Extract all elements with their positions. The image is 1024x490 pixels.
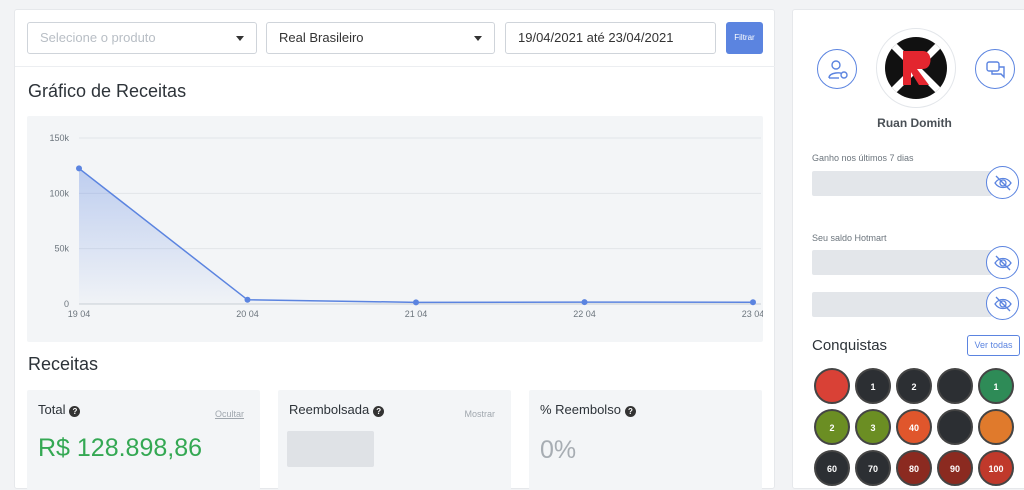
achievement-badge-label: 1 [870, 382, 876, 392]
avatar-logo [885, 37, 947, 99]
product-select[interactable]: Selecione o produto [27, 22, 257, 54]
toggle-balance-visibility[interactable] [986, 246, 1019, 279]
eye-off-icon [994, 175, 1012, 191]
refunded-label: Reembolsada [289, 402, 370, 417]
achievement-badge[interactable]: 2 [814, 409, 850, 445]
chart-title: Gráfico de Receitas [28, 81, 187, 101]
data-point [76, 165, 82, 172]
eye-off-icon [994, 296, 1012, 312]
data-point [581, 299, 588, 306]
x-tick-label: 20 04 [236, 309, 259, 319]
achievements-title: Conquistas [812, 337, 888, 354]
y-tick-label: 50k [54, 244, 69, 254]
revenue-chart: 0 50k 100k 150k 19 04 20 04 21 04 22 04 23 04 [27, 116, 764, 342]
achievement-badge-label: 2 [911, 382, 917, 392]
refund-percent-value: 0% [540, 436, 577, 464]
x-tick-label: 21 04 [405, 309, 428, 319]
achievement-badge-label: 3 [870, 423, 876, 433]
achievement-badge[interactable]: 2 [896, 368, 932, 404]
messages-button[interactable] [975, 49, 1015, 89]
date-range-value: 19/04/2021 até 23/04/2021 [518, 30, 674, 45]
refund-percent-card: % Reembolso? 0% [529, 390, 762, 490]
achievement-badge-label: 1 [993, 382, 999, 392]
show-link[interactable]: Mostrar [464, 409, 495, 419]
date-range-input[interactable]: 19/04/2021 até 23/04/2021 [505, 22, 716, 54]
currency-select[interactable]: Real Brasileiro [266, 22, 495, 54]
see-all-button[interactable]: Ver todas [967, 335, 1020, 356]
filter-button[interactable]: Filtrar [726, 22, 763, 54]
help-icon[interactable]: ? [373, 406, 385, 417]
achievement-badge[interactable]: 3 [855, 409, 891, 445]
help-icon[interactable]: ? [69, 406, 81, 417]
y-tick-label: 100k [49, 188, 69, 198]
profile-name: Ruan Domith [877, 116, 952, 130]
x-tick-label: 22 04 [573, 309, 596, 319]
achievement-badge-label: 90 [949, 464, 960, 474]
refund-percent-label-row: % Reembolso? [540, 402, 636, 417]
achievement-badge[interactable] [937, 409, 973, 445]
balance-label: Seu saldo Hotmart [812, 233, 887, 243]
y-tick-label: 0 [64, 299, 69, 309]
revenue-chart-svg: 0 50k 100k 150k 19 04 20 04 21 04 22 04 23 04 [49, 133, 764, 319]
toggle-earned-visibility[interactable] [986, 166, 1019, 199]
achievement-badge[interactable] [937, 368, 973, 404]
achievement-badge[interactable] [814, 368, 850, 404]
achievement-badge[interactable]: 100 [978, 450, 1014, 486]
x-tick-label: 19 04 [68, 309, 91, 319]
refunded-card: Reembolsada? Mostrar [278, 390, 511, 490]
total-label-row: Total? [38, 402, 81, 417]
eye-off-icon [994, 255, 1012, 271]
achievement-badge[interactable]: 70 [855, 450, 891, 486]
chevron-down-icon [474, 36, 482, 41]
achievement-badge-label: 2 [829, 423, 835, 433]
refund-percent-label: % Reembolso [540, 402, 621, 417]
main-panel: Selecione o produto Real Brasileiro 19/0… [14, 9, 775, 490]
product-select-placeholder: Selecione o produto [40, 30, 156, 45]
extra-hidden-value [812, 292, 992, 317]
avatar[interactable] [876, 28, 956, 108]
achievement-badge-label: 80 [908, 464, 919, 474]
achievement-badge[interactable] [978, 409, 1014, 445]
achievement-badge-label: 100 [988, 464, 1004, 474]
chevron-down-icon [236, 36, 244, 41]
y-tick-label: 150k [49, 133, 69, 143]
data-point [244, 296, 251, 303]
brand-logo-icon [890, 42, 942, 94]
revenue-title: Receitas [28, 354, 99, 374]
x-tick-label: 23 04 [742, 309, 763, 319]
currency-select-value: Real Brasileiro [279, 30, 364, 45]
achievement-badge[interactable]: 90 [937, 450, 973, 486]
filter-bar: Selecione o produto Real Brasileiro 19/0… [15, 10, 775, 67]
hide-link[interactable]: Ocultar [214, 409, 244, 419]
data-point [750, 299, 756, 306]
earned-hidden-value [812, 171, 992, 196]
total-value: R$ 128.898,86 [38, 434, 203, 462]
achievement-badge[interactable]: 60 [814, 450, 850, 486]
chat-icon [986, 61, 1005, 79]
refunded-label-row: Reembolsada? [289, 402, 385, 417]
achievement-badge-label: 40 [908, 423, 919, 433]
area-fill [79, 168, 753, 304]
total-card: Total? Ocultar R$ 128.898,86 [27, 390, 260, 490]
achievement-badge[interactable]: 1 [855, 368, 891, 404]
user-gear-icon [828, 60, 848, 79]
balance-hidden-value [812, 250, 992, 275]
achievement-badge[interactable]: 80 [896, 450, 932, 486]
achievement-badge-label: 70 [867, 464, 878, 474]
achievement-badge-label: 60 [826, 464, 837, 474]
total-label: Total [38, 402, 66, 417]
achievement-badge[interactable]: 1 [978, 368, 1014, 404]
toggle-extra-visibility[interactable] [986, 287, 1019, 320]
earned-label: Ganho nos últimos 7 dias [812, 153, 914, 163]
hidden-value-placeholder [287, 431, 374, 467]
help-icon[interactable]: ? [624, 406, 636, 417]
account-settings-button[interactable] [817, 49, 857, 89]
data-point [413, 299, 419, 306]
achievement-badge[interactable]: 40 [896, 409, 932, 445]
profile-panel: Ruan Domith Ganho nos últimos 7 dias Seu… [792, 9, 1024, 489]
